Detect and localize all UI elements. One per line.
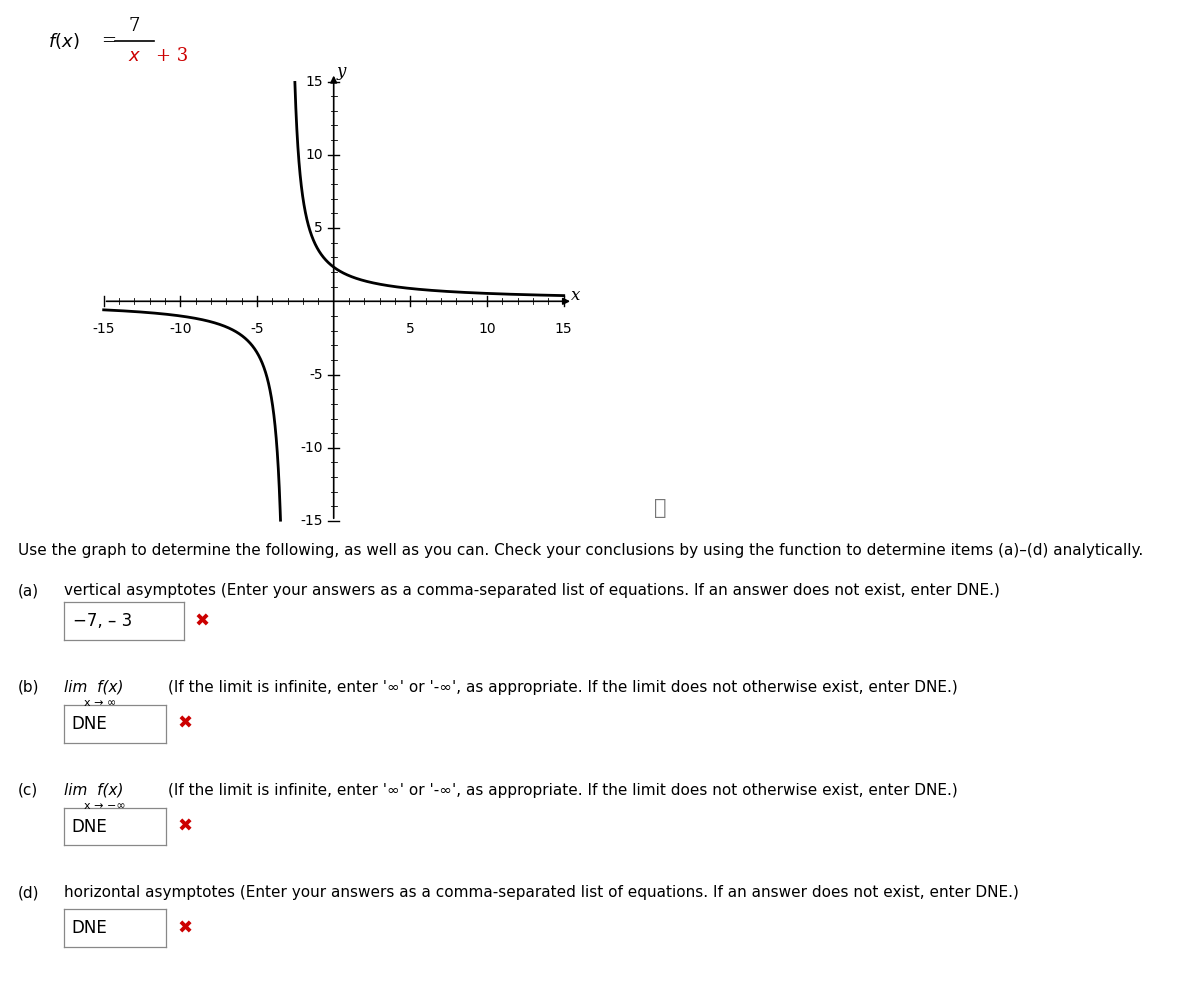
Text: ⓘ: ⓘ [654,498,666,518]
Text: x → −∞: x → −∞ [84,801,126,811]
Text: (If the limit is infinite, enter '∞' or '-∞', as appropriate. If the limit does : (If the limit is infinite, enter '∞' or … [168,680,958,695]
Text: (b): (b) [18,680,40,695]
Text: $f(x)$: $f(x)$ [48,31,79,51]
Text: 5: 5 [406,322,415,336]
Text: ✖: ✖ [178,818,193,835]
Text: x → ∞: x → ∞ [84,698,116,708]
Text: DNE: DNE [72,818,108,835]
Text: Use the graph to determine the following, as well as you can. Check your conclus: Use the graph to determine the following… [18,543,1144,558]
Text: -15: -15 [92,322,115,336]
Text: horizontal asymptotes (Enter your answers as a comma-separated list of equations: horizontal asymptotes (Enter your answer… [64,885,1019,900]
Text: ✖: ✖ [178,919,193,937]
Text: 7: 7 [128,17,140,35]
Text: 10: 10 [479,322,496,336]
Text: ✖: ✖ [194,612,210,630]
Text: lim  f(x): lim f(x) [64,783,124,798]
Text: ✖: ✖ [178,715,193,733]
Text: 5: 5 [314,221,323,235]
Text: 15: 15 [554,322,572,336]
Text: $x$: $x$ [127,47,142,65]
Text: x: x [571,287,581,304]
Text: DNE: DNE [72,919,108,937]
Text: (c): (c) [18,783,38,798]
Text: (d): (d) [18,885,40,900]
Text: 15: 15 [305,75,323,89]
Text: + 3: + 3 [156,47,188,65]
Text: −7, – 3: −7, – 3 [73,612,132,630]
Text: (If the limit is infinite, enter '∞' or '-∞', as appropriate. If the limit does : (If the limit is infinite, enter '∞' or … [168,783,958,798]
Text: -5: -5 [310,368,323,382]
Text: -10: -10 [300,441,323,455]
Text: y: y [337,63,346,80]
Text: lim  f(x): lim f(x) [64,680,124,695]
Text: DNE: DNE [72,715,108,733]
Text: (a): (a) [18,583,40,598]
Text: -10: -10 [169,322,192,336]
Text: vertical asymptotes (Enter your answers as a comma-separated list of equations. : vertical asymptotes (Enter your answers … [64,583,1000,598]
Text: -5: -5 [251,322,264,336]
Text: -15: -15 [300,514,323,528]
Text: =: = [101,32,116,50]
Text: 10: 10 [305,148,323,162]
